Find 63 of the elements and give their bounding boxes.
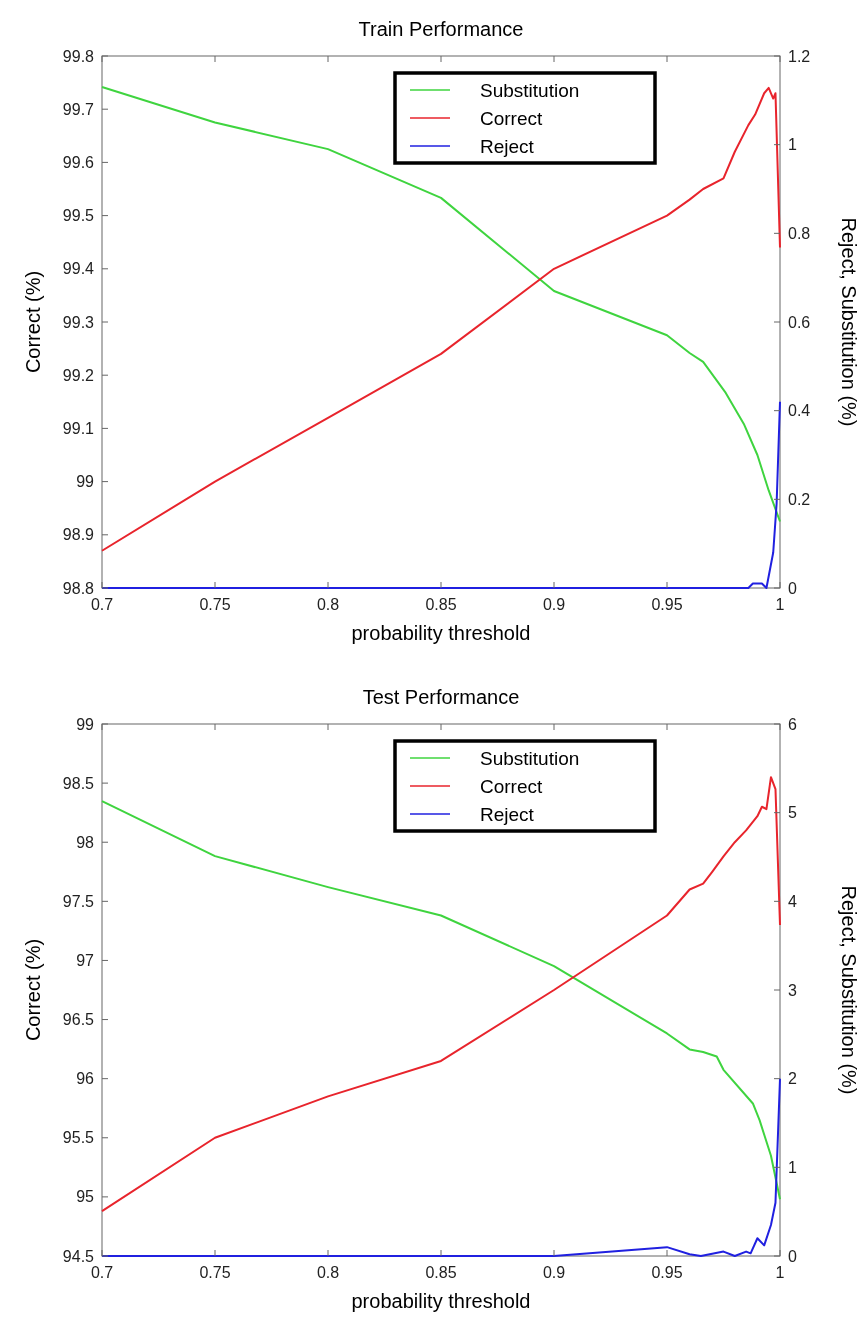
y-tick-label: 99.1 xyxy=(62,420,95,437)
x-tick-label: 0.85 xyxy=(425,1264,457,1281)
y2-tick-label: 6 xyxy=(788,715,797,733)
y-tick-label: 95.5 xyxy=(62,1129,95,1147)
y-tick-label: 97.5 xyxy=(62,892,95,910)
x-tick-label: 1 xyxy=(775,1264,785,1281)
y2-tick-label: 0 xyxy=(788,579,797,597)
y2-tick-label: 0.4 xyxy=(788,402,811,420)
y2-tick-label: 5 xyxy=(788,804,797,822)
y-tick-label: 95 xyxy=(76,1188,95,1206)
y2-tick-label: 0.2 xyxy=(788,490,811,508)
y-tick-label: 99.5 xyxy=(62,207,95,225)
y-tick-label: 99 xyxy=(76,715,95,733)
y2-tick-label: 0.6 xyxy=(788,313,811,331)
x-tick-label: 0.7 xyxy=(90,596,114,613)
y2-tick-label: 1 xyxy=(788,1158,797,1176)
y-tick-label: 99.8 xyxy=(62,47,95,65)
y-tick-label: 98.5 xyxy=(62,774,95,792)
y-axis-title: Correct (%) xyxy=(22,938,44,1042)
y-tick-label: 99.7 xyxy=(62,100,95,118)
legend-label: Reject xyxy=(480,135,535,157)
y2-axis-title: Reject, Substitution (%) xyxy=(838,217,860,427)
y2-tick-label: 0.8 xyxy=(788,224,811,242)
legend-label: Reject xyxy=(480,803,535,825)
legend-label: Substitution xyxy=(480,79,580,101)
y-tick-label: 96 xyxy=(76,1070,95,1088)
legend-label: Correct xyxy=(480,107,544,129)
y2-tick-label: 1.2 xyxy=(788,47,811,65)
y-tick-label: 98 xyxy=(76,833,95,851)
chart-title: Train Performance xyxy=(358,18,524,40)
y2-tick-label: 2 xyxy=(788,1070,797,1088)
x-tick-label: 0.8 xyxy=(316,596,340,613)
y2-tick-label: 1 xyxy=(788,136,797,154)
x-tick-label: 0.8 xyxy=(316,1264,340,1281)
x-tick-label: 0.75 xyxy=(199,1264,231,1281)
y2-tick-label: 0 xyxy=(788,1247,797,1265)
x-tick-label: 1 xyxy=(775,596,785,613)
x-tick-label: 0.9 xyxy=(542,596,566,613)
y-axis-title: Correct (%) xyxy=(22,270,44,374)
x-axis-title: probability threshold xyxy=(351,1290,531,1312)
y-tick-label: 98.9 xyxy=(62,526,95,544)
x-tick-label: 0.85 xyxy=(425,596,457,613)
x-axis-title: probability threshold xyxy=(351,622,531,644)
y-tick-label: 99.2 xyxy=(62,366,95,384)
y-tick-label: 99.6 xyxy=(62,154,95,171)
y-tick-label: 99.4 xyxy=(62,260,95,278)
x-tick-label: 0.9 xyxy=(542,1264,566,1281)
legend-label: Substitution xyxy=(480,747,580,769)
y-tick-label: 97 xyxy=(76,952,95,970)
y2-axis-title: Reject, Substitution (%) xyxy=(838,885,860,1095)
x-tick-label: 0.95 xyxy=(651,1264,683,1281)
y-tick-label: 98.8 xyxy=(62,579,95,597)
chart-title: Test Performance xyxy=(362,686,520,708)
x-tick-label: 0.75 xyxy=(199,596,231,613)
y2-tick-label: 3 xyxy=(788,981,797,999)
x-tick-label: 0.7 xyxy=(90,1264,114,1281)
y-tick-label: 99 xyxy=(76,473,95,491)
y-tick-label: 99.3 xyxy=(62,313,95,331)
legend-label: Correct xyxy=(480,775,544,797)
y-tick-label: 94.5 xyxy=(62,1247,95,1265)
y-tick-label: 96.5 xyxy=(62,1011,95,1029)
y2-tick-label: 4 xyxy=(788,892,797,910)
x-tick-label: 0.95 xyxy=(651,596,683,613)
